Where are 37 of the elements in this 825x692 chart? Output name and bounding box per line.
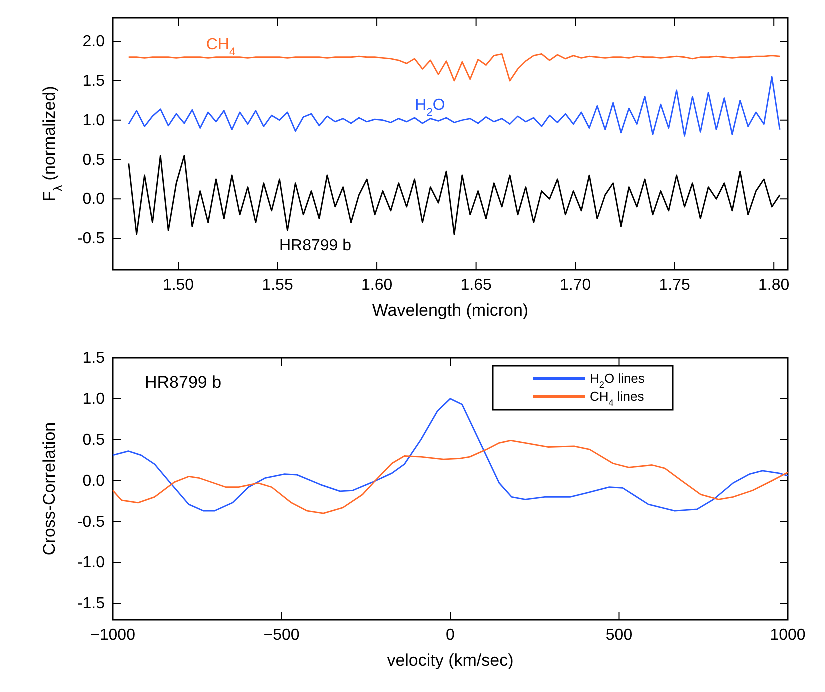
annotation: HR8799 b: [145, 373, 222, 392]
y-tick-label: 0.0: [82, 191, 106, 208]
x-tick-label: 1.80: [758, 277, 790, 294]
legend-label: CH$_{4}$ lines: [590, 389, 645, 408]
y-tick-label: 1.5: [82, 73, 106, 90]
y-tick-label: 1.5: [82, 350, 106, 367]
line-series: [128, 54, 781, 82]
x-tick-label: 1.50: [162, 277, 194, 294]
x-tick-label: 0: [446, 627, 456, 644]
line-series: [112, 440, 789, 514]
y-axis-title: Cross-Correlation: [40, 422, 59, 556]
y-tick-label: 2.0: [82, 34, 106, 51]
y-tick-label: -0.5: [77, 230, 106, 248]
x-tick-label: 1.60: [361, 277, 393, 294]
x-tick-label: 1.70: [560, 277, 592, 294]
x-tick-label: −1000: [90, 627, 136, 644]
y-tick-label: -0.5: [77, 514, 106, 531]
x-axis-title: Wavelength (micron): [372, 301, 529, 320]
y-tick-label: 1.0: [82, 390, 106, 408]
y-tick-label: 0.5: [82, 432, 106, 449]
x-axis-title: velocity (km/sec): [387, 651, 514, 670]
y-tick-label: 0.0: [82, 472, 106, 490]
x-tick-label: 1.55: [262, 277, 294, 294]
legend-label: H$_{2}$O lines: [590, 371, 646, 390]
y-tick-label: 1.0: [82, 112, 106, 130]
x-tick-label: 1.65: [460, 277, 492, 294]
series-label: HR8799 b: [279, 238, 352, 255]
y-tick-label: -1.0: [77, 554, 106, 572]
x-tick-label: 1.75: [659, 277, 691, 294]
x-tick-label: −500: [264, 627, 300, 644]
x-tick-label: 1000: [770, 627, 806, 644]
y-tick-label: -1.5: [77, 596, 106, 613]
series-label: H$_{2}$O: [415, 97, 446, 120]
series-label: CH$_{4}$: [206, 36, 236, 58]
x-tick-label: 500: [606, 627, 633, 644]
line-series: [128, 76, 781, 137]
y-tick-label: 0.5: [82, 152, 106, 169]
